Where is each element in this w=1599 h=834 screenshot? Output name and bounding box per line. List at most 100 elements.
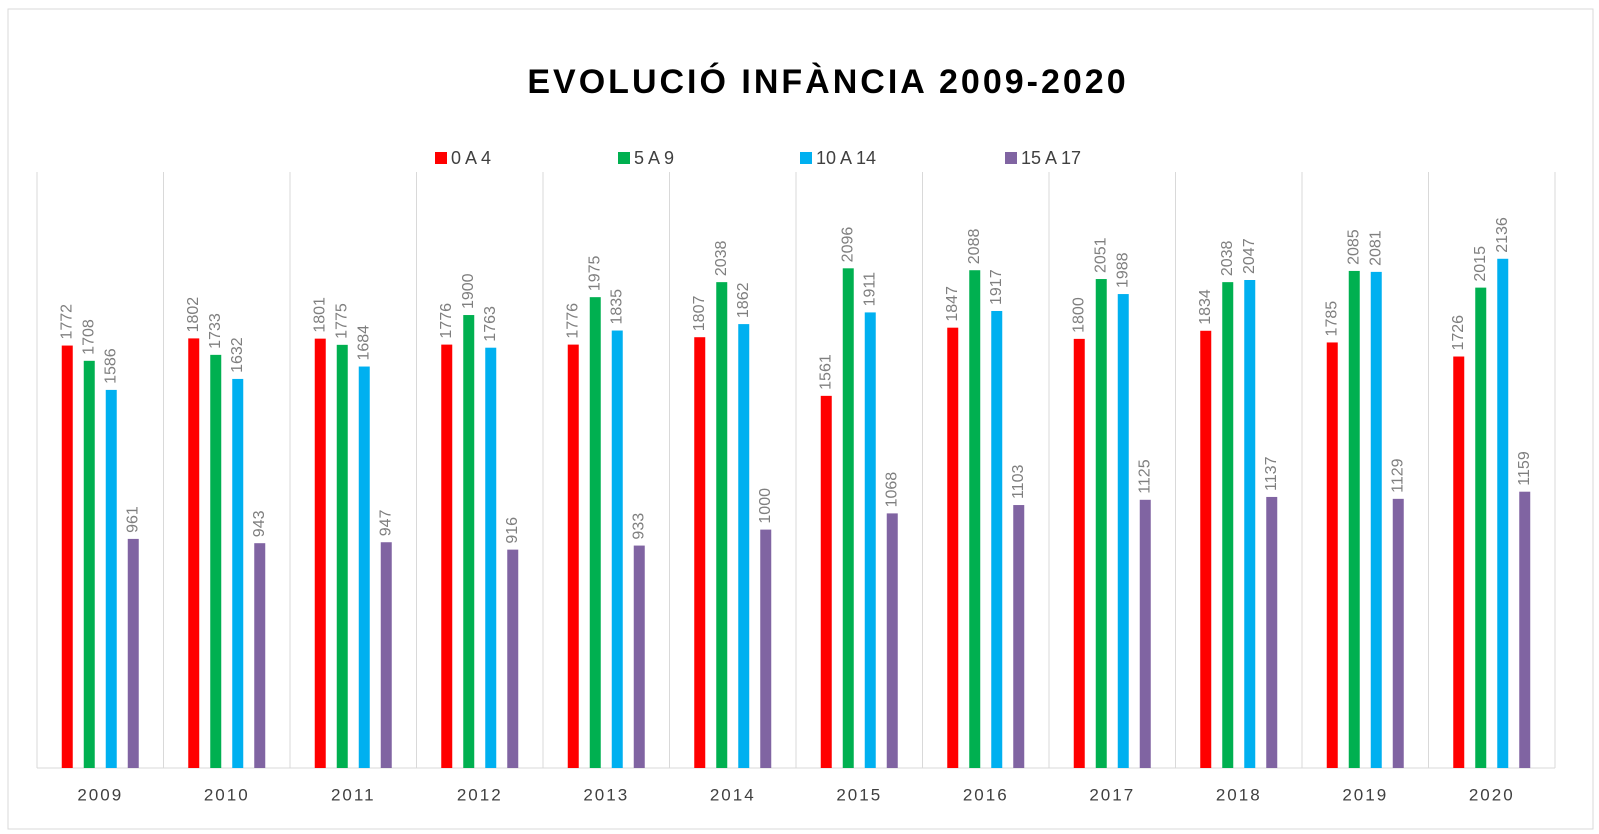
data-label: 1068 bbox=[883, 472, 900, 508]
data-label: 943 bbox=[251, 510, 268, 537]
data-label: 1900 bbox=[460, 273, 477, 309]
data-label: 961 bbox=[124, 506, 141, 533]
data-label: 2038 bbox=[1219, 240, 1236, 276]
bar bbox=[760, 529, 772, 768]
bar bbox=[254, 543, 266, 768]
bar bbox=[1244, 279, 1256, 768]
data-label: 1684 bbox=[355, 325, 372, 361]
bar bbox=[83, 360, 95, 768]
legend-swatch bbox=[800, 152, 812, 164]
data-label: 1988 bbox=[1114, 252, 1131, 288]
data-label: 1733 bbox=[207, 313, 224, 349]
data-label: 2136 bbox=[1494, 217, 1511, 253]
bar bbox=[991, 310, 1003, 768]
bar bbox=[61, 345, 73, 768]
data-label: 1772 bbox=[58, 304, 75, 340]
data-label: 1776 bbox=[438, 303, 455, 339]
data-label: 1586 bbox=[102, 348, 119, 384]
data-label: 1103 bbox=[1010, 465, 1027, 500]
bar bbox=[864, 312, 876, 768]
bar bbox=[210, 354, 222, 768]
bar bbox=[1222, 282, 1234, 768]
bar bbox=[1266, 496, 1278, 768]
data-label: 1917 bbox=[988, 269, 1005, 305]
x-tick-label: 2020 bbox=[1469, 785, 1515, 804]
data-label: 2088 bbox=[966, 229, 983, 265]
bar bbox=[1392, 498, 1404, 768]
x-tick-label: 2010 bbox=[204, 785, 250, 804]
x-tick-label: 2011 bbox=[331, 785, 376, 804]
bar bbox=[380, 542, 392, 768]
bar bbox=[1497, 258, 1509, 768]
x-tick-label: 2015 bbox=[836, 785, 882, 804]
data-label: 1763 bbox=[482, 306, 499, 342]
data-label: 2081 bbox=[1367, 230, 1384, 266]
bar bbox=[567, 344, 579, 768]
bar bbox=[947, 327, 959, 768]
legend-label: 5 A 9 bbox=[634, 148, 674, 168]
x-tick-label: 2017 bbox=[1089, 785, 1135, 804]
bar bbox=[716, 282, 728, 768]
data-label: 2051 bbox=[1092, 237, 1109, 273]
x-tick-label: 2016 bbox=[963, 785, 1009, 804]
bar bbox=[1095, 279, 1107, 768]
legend-label: 10 A 14 bbox=[816, 148, 876, 168]
bar bbox=[1475, 287, 1487, 768]
bar bbox=[842, 268, 854, 768]
chart-title: EVOLUCIÓ INFÀNCIA 2009-2020 bbox=[527, 63, 1128, 101]
bar bbox=[1370, 271, 1382, 768]
bar bbox=[188, 338, 200, 768]
data-label: 2085 bbox=[1345, 229, 1362, 265]
data-label: 2015 bbox=[1472, 246, 1489, 282]
bar bbox=[314, 338, 326, 768]
legend-swatch bbox=[435, 152, 447, 164]
bar bbox=[1013, 505, 1025, 768]
data-label: 1911 bbox=[861, 272, 878, 307]
bar bbox=[336, 344, 348, 768]
data-label: 2038 bbox=[713, 240, 730, 276]
bar bbox=[611, 330, 623, 768]
legend-label: 0 A 4 bbox=[451, 148, 491, 168]
bar bbox=[127, 538, 139, 768]
bar bbox=[463, 315, 475, 768]
bar bbox=[1073, 338, 1085, 768]
data-label: 1159 bbox=[1516, 451, 1533, 486]
data-label: 1632 bbox=[229, 337, 246, 373]
bar bbox=[820, 395, 832, 768]
bar bbox=[1200, 330, 1212, 768]
data-label: 1834 bbox=[1197, 289, 1214, 325]
data-label: 933 bbox=[630, 513, 647, 540]
x-tick-label: 2013 bbox=[583, 785, 629, 804]
bar bbox=[1326, 342, 1338, 768]
data-label: 1726 bbox=[1450, 315, 1467, 351]
bar bbox=[1453, 356, 1465, 768]
data-label: 1975 bbox=[586, 255, 603, 291]
bar bbox=[1117, 294, 1129, 768]
data-label: 1801 bbox=[311, 297, 328, 333]
bar bbox=[1519, 491, 1531, 768]
data-label: 1000 bbox=[757, 488, 774, 524]
bar bbox=[441, 344, 453, 768]
data-label: 2096 bbox=[839, 227, 856, 263]
bar bbox=[886, 513, 898, 768]
data-label: 2047 bbox=[1241, 238, 1258, 274]
data-label: 916 bbox=[504, 517, 521, 544]
legend-swatch bbox=[618, 152, 630, 164]
data-label: 1785 bbox=[1323, 301, 1340, 337]
bar bbox=[1139, 499, 1151, 768]
data-label: 947 bbox=[377, 509, 394, 536]
x-tick-label: 2018 bbox=[1216, 785, 1262, 804]
data-label: 1847 bbox=[944, 286, 961, 322]
data-label: 1862 bbox=[735, 282, 752, 318]
bar bbox=[738, 324, 750, 768]
data-label: 1137 bbox=[1263, 456, 1280, 491]
bar bbox=[633, 545, 645, 768]
data-label: 1776 bbox=[564, 303, 581, 339]
data-label: 1775 bbox=[333, 303, 350, 339]
data-label: 1802 bbox=[185, 297, 202, 333]
bar bbox=[507, 549, 519, 768]
bar bbox=[358, 366, 370, 768]
x-tick-label: 2009 bbox=[77, 785, 123, 804]
bar bbox=[485, 347, 497, 768]
